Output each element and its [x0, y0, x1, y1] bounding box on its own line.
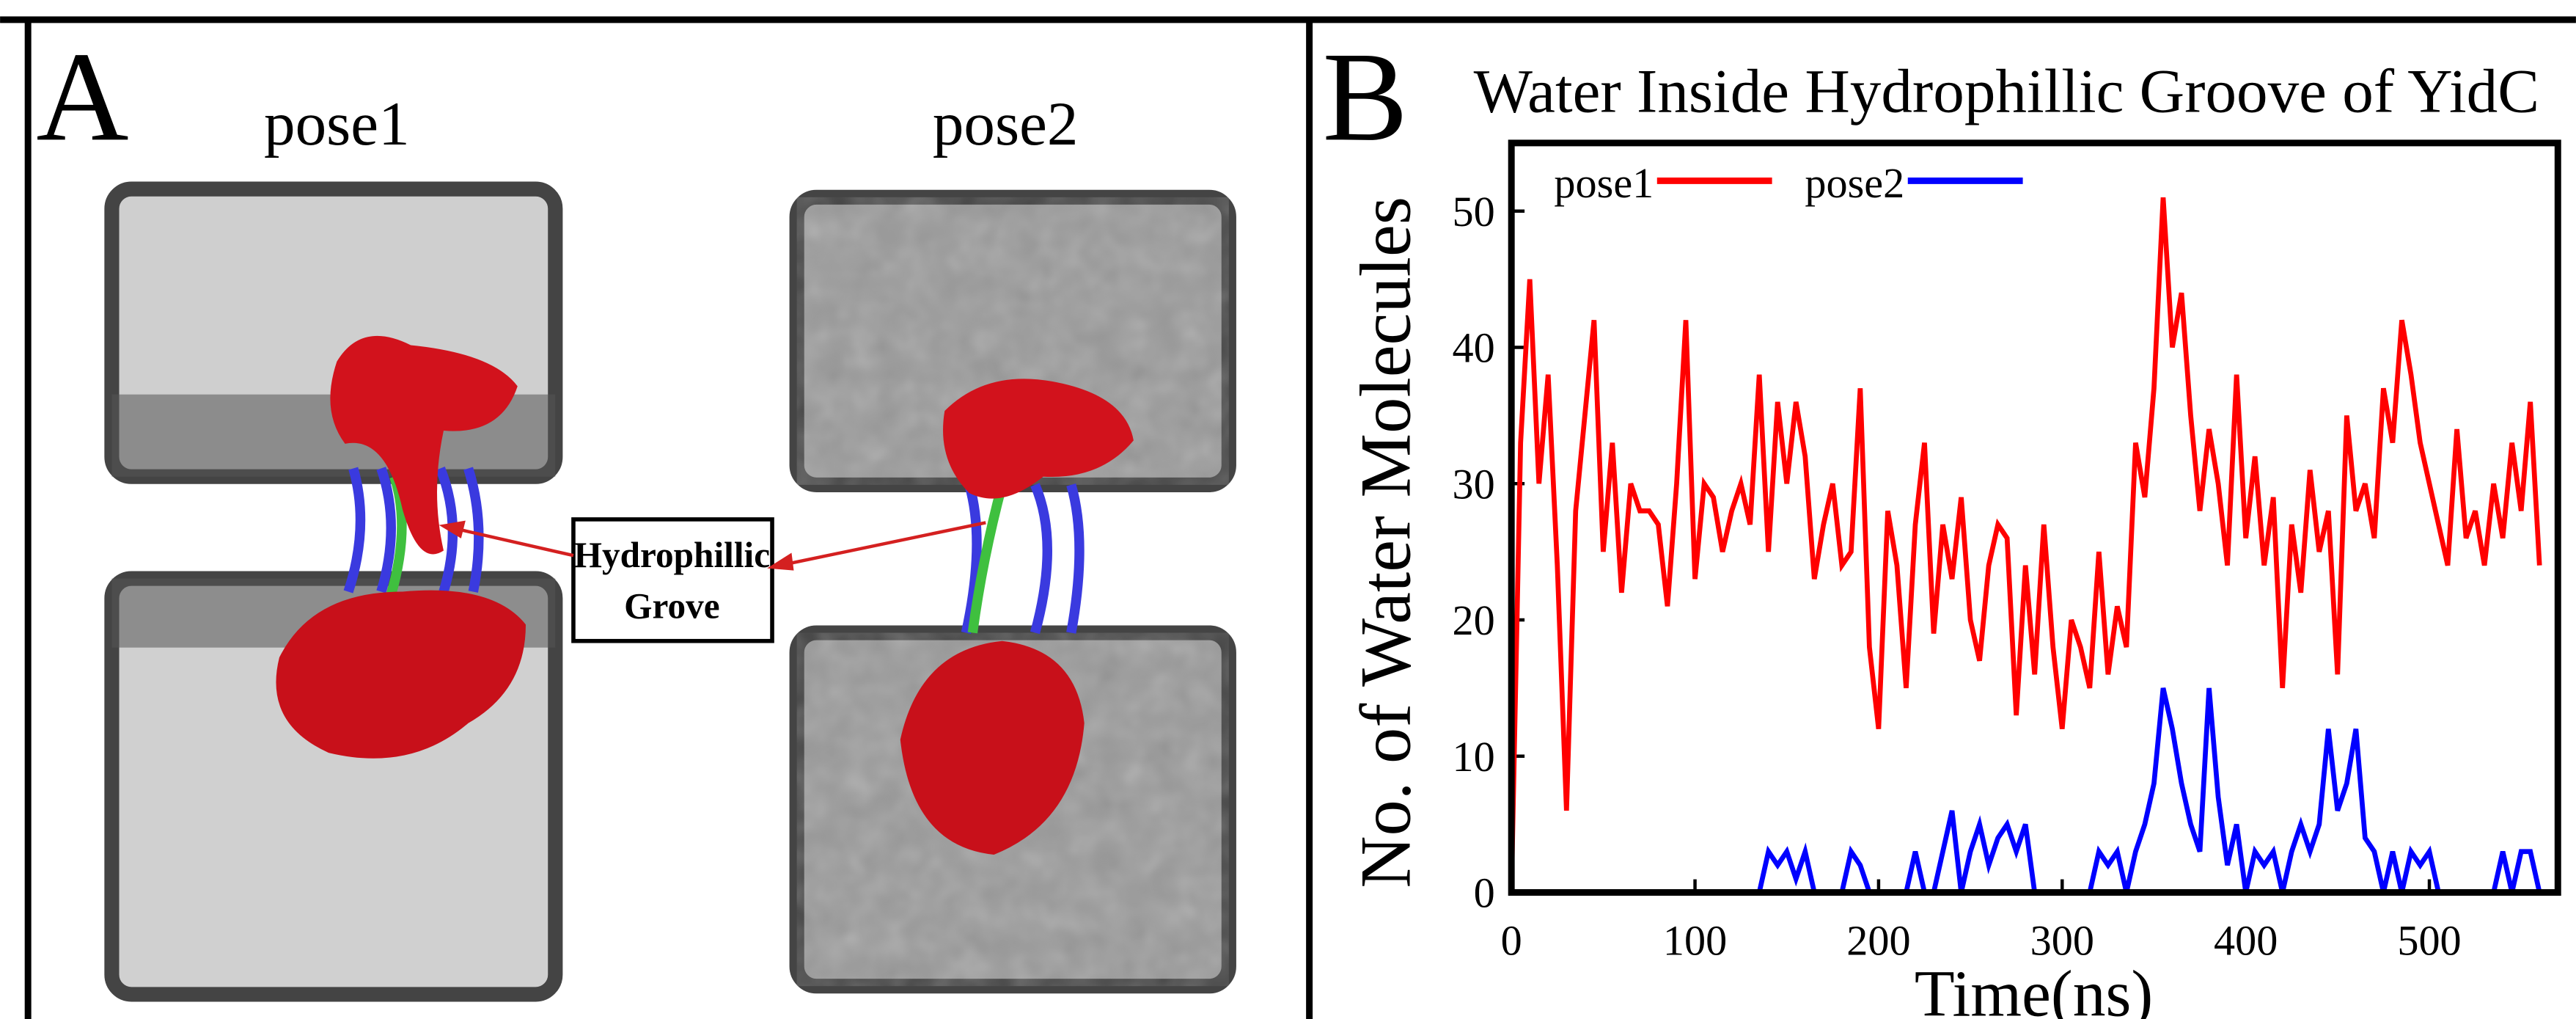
- arrowhead: [767, 552, 794, 571]
- panel-label: B: [1323, 25, 1409, 167]
- x-tick-label: 500: [2397, 917, 2461, 965]
- callout-text: Hydrophillic: [574, 535, 770, 575]
- arrow: [771, 521, 986, 569]
- axes-frame: [1508, 139, 2561, 896]
- pose-label: pose2: [933, 90, 1079, 158]
- y-tick-label: 30: [1453, 460, 1495, 508]
- water-density: [900, 640, 1085, 855]
- callout-text: Grove: [624, 585, 719, 626]
- y-tick-label: 20: [1453, 596, 1495, 644]
- water-density: [276, 590, 526, 759]
- x-tick-label: 100: [1663, 917, 1727, 965]
- y-tick-label: 0: [1474, 869, 1495, 917]
- x-axis-label: Time(ns): [1915, 958, 2153, 1019]
- x-tick-label: 300: [2030, 917, 2094, 965]
- arrow: [443, 524, 574, 558]
- y-tick-label: 50: [1453, 188, 1495, 235]
- y-tick-label: 40: [1453, 324, 1495, 372]
- x-tick-label: 400: [2214, 917, 2278, 965]
- x-tick-label: 0: [1501, 917, 1522, 965]
- arrowhead: [438, 520, 466, 538]
- helix: [343, 466, 484, 593]
- chart-title: Water Inside Hydrophillic Groove of YidC: [1474, 56, 2539, 125]
- y-axis-label: No. of Water Molecules: [1346, 197, 1425, 888]
- panel-label: A: [36, 25, 128, 167]
- callout-box: [571, 517, 774, 643]
- callout-arrows: [438, 520, 986, 571]
- helix: [967, 483, 1008, 634]
- y-tick-label: 10: [1453, 733, 1495, 781]
- water-density: [330, 335, 518, 555]
- water-density: [943, 379, 1134, 499]
- helix: [961, 483, 1085, 635]
- pose1-image: [104, 181, 563, 1002]
- pose2-image: [789, 189, 1236, 994]
- plot-area: 0 100 200 300 400 500 0 10 20 30 40 50 pose1 pose2: [1453, 159, 2542, 965]
- data-line: [1508, 197, 2542, 893]
- x-tick-label: 200: [1846, 917, 1910, 965]
- pose-label: pose1: [264, 90, 410, 158]
- legend-label: pose1: [1554, 159, 1654, 207]
- legend-label: pose2: [1805, 159, 1904, 207]
